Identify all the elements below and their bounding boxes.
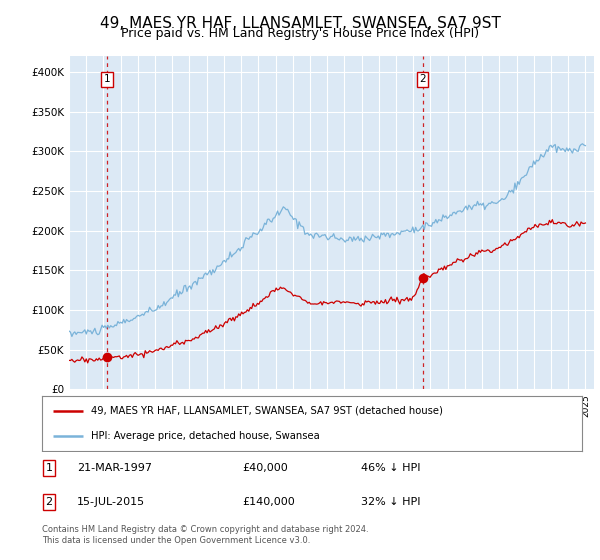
Text: 1: 1 <box>46 463 53 473</box>
Text: 1: 1 <box>104 74 110 85</box>
Text: Contains HM Land Registry data © Crown copyright and database right 2024.
This d: Contains HM Land Registry data © Crown c… <box>42 525 368 545</box>
Text: 46% ↓ HPI: 46% ↓ HPI <box>361 463 420 473</box>
Text: 2: 2 <box>46 497 53 507</box>
Text: HPI: Average price, detached house, Swansea: HPI: Average price, detached house, Swan… <box>91 431 319 441</box>
Text: Price paid vs. HM Land Registry's House Price Index (HPI): Price paid vs. HM Land Registry's House … <box>121 27 479 40</box>
Text: 49, MAES YR HAF, LLANSAMLET, SWANSEA, SA7 9ST (detached house): 49, MAES YR HAF, LLANSAMLET, SWANSEA, SA… <box>91 406 442 416</box>
Text: 15-JUL-2015: 15-JUL-2015 <box>77 497 145 507</box>
Text: £140,000: £140,000 <box>242 497 295 507</box>
Text: £40,000: £40,000 <box>242 463 287 473</box>
Text: 32% ↓ HPI: 32% ↓ HPI <box>361 497 420 507</box>
Text: 49, MAES YR HAF, LLANSAMLET, SWANSEA, SA7 9ST: 49, MAES YR HAF, LLANSAMLET, SWANSEA, SA… <box>100 16 500 31</box>
Text: 21-MAR-1997: 21-MAR-1997 <box>77 463 152 473</box>
Text: 2: 2 <box>419 74 426 85</box>
